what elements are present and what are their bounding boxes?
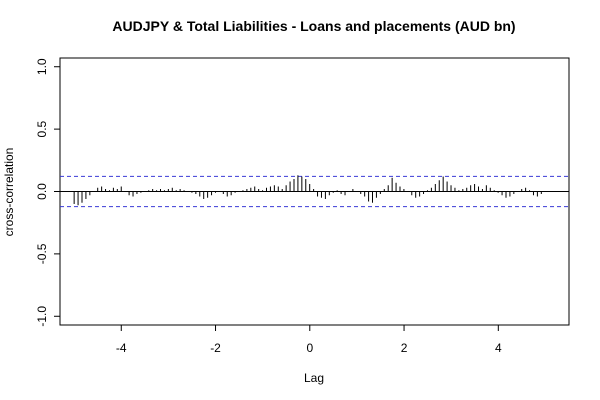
y-tick-label: -0.5: [35, 243, 49, 264]
y-tick-label: 0.0: [35, 183, 49, 200]
x-axis: -4 -2 0 2 4: [116, 325, 502, 355]
x-tick-label: 4: [495, 341, 502, 355]
x-tick-label: -2: [210, 341, 221, 355]
y-axis: -1.0 -0.5 0.0 0.5 1.0: [35, 58, 60, 327]
x-axis-label: Lag: [304, 371, 324, 385]
x-tick-label: 2: [401, 341, 408, 355]
y-tick-label: -1.0: [35, 306, 49, 327]
correlation-bars: [73, 175, 542, 206]
x-tick-label: 0: [306, 341, 313, 355]
chart-title: AUDJPY & Total Liabilities - Loans and p…: [112, 18, 515, 34]
y-tick-label: 0.5: [35, 120, 49, 137]
y-tick-label: 1.0: [35, 58, 49, 75]
y-axis-label: cross-correlation: [2, 148, 16, 237]
x-tick-label: -4: [116, 341, 127, 355]
